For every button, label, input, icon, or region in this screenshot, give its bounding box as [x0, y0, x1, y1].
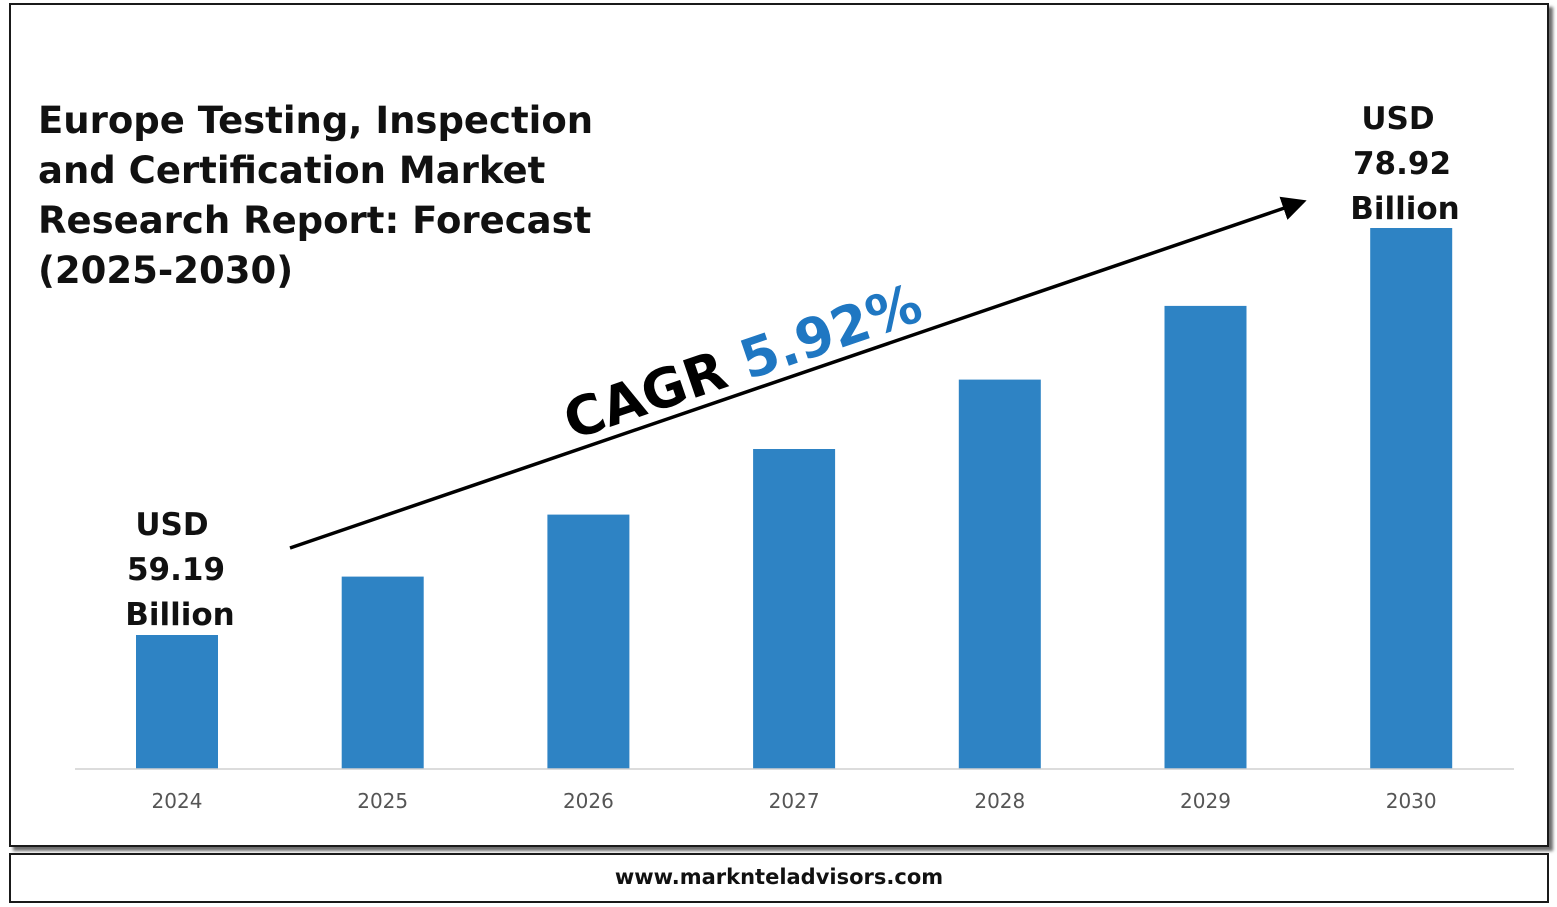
x-tick-label-2028: 2028	[974, 789, 1025, 813]
x-tick-label-2030: 2030	[1386, 789, 1437, 813]
x-tick-label-2024: 2024	[152, 789, 203, 813]
x-tick-label-2027: 2027	[769, 789, 820, 813]
x-tick-label-2029: 2029	[1180, 789, 1231, 813]
bar-2025	[341, 576, 424, 769]
bar-2024	[136, 635, 218, 769]
chart-title: Europe Testing, Inspection and Certifica…	[38, 99, 594, 292]
bar-2027	[753, 449, 836, 769]
bar-2026	[547, 514, 630, 769]
bar-2029	[1164, 305, 1247, 769]
end-value-label: USD 78.92 Billion	[1350, 101, 1460, 227]
cagr-annotation: CAGR 5.92%	[556, 272, 930, 453]
x-tick-label-2026: 2026	[563, 789, 614, 813]
start-label-line1: USD	[135, 507, 208, 543]
end-label-line3: Billion	[1350, 191, 1460, 227]
website-link[interactable]: www.marknteladvisors.com	[614, 865, 944, 889]
end-label-line2: 78.92	[1353, 146, 1451, 182]
cagr-prefix: CAGR	[556, 332, 753, 452]
end-label-line1: USD	[1361, 101, 1434, 137]
start-label-line3: Billion	[125, 597, 235, 633]
x-tick-label-2025: 2025	[357, 789, 408, 813]
start-value-label: USD 59.19 Billion	[125, 507, 235, 633]
footer: www.marknteladvisors.com	[9, 853, 1549, 903]
cagr-value: 5.92%	[732, 272, 930, 392]
bar-2030	[1370, 228, 1453, 769]
cagr-trend-arrow	[289, 196, 1307, 550]
start-label-line2: 59.19	[127, 552, 225, 588]
bar-2028	[958, 379, 1041, 769]
